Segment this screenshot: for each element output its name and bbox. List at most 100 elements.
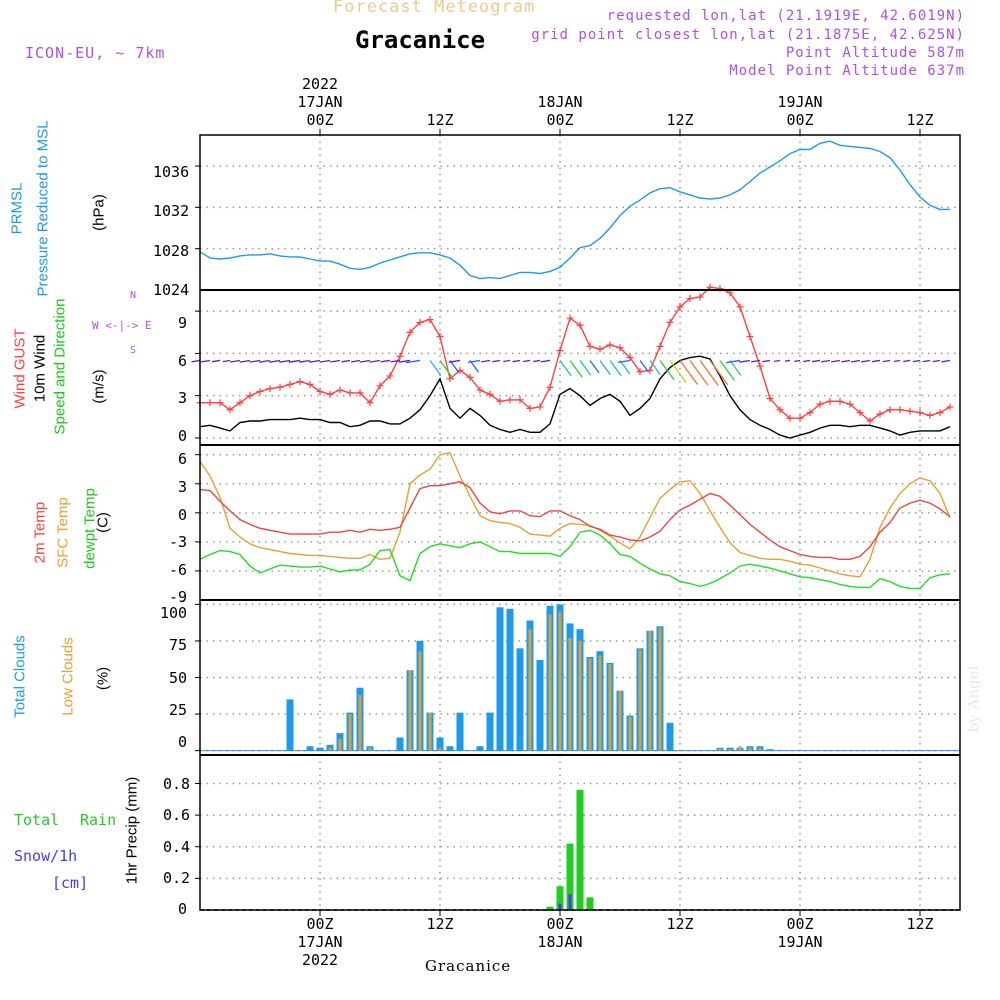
- precip-tick: 0.2: [163, 869, 191, 887]
- top-time-label: 18JAN: [537, 93, 582, 111]
- total-cloud-bar: [476, 746, 484, 751]
- wind-arrow: [569, 360, 583, 378]
- gust-marker: [936, 409, 944, 417]
- gust-marker: [546, 383, 554, 391]
- wind-arrow: [803, 359, 811, 363]
- gust-marker: [656, 342, 664, 350]
- pressure-line: [199, 140, 950, 280]
- cloud-tick: 100: [160, 604, 188, 622]
- wind-arrow: [390, 359, 401, 363]
- wind-arrow: [941, 359, 951, 363]
- gust-marker: [296, 378, 304, 386]
- low-cloud-bar: [548, 614, 552, 751]
- gust-marker: [256, 387, 264, 395]
- wind-tick: 3: [178, 389, 188, 407]
- wind-arrow: [689, 360, 709, 386]
- label-total: Total: [14, 811, 60, 829]
- low-cloud-bar: [428, 712, 432, 751]
- total-cloud-bar: [486, 712, 494, 751]
- low-cloud-bar: [648, 630, 652, 751]
- temp-tick: 0: [178, 506, 188, 524]
- wind-arrow: [533, 359, 541, 363]
- gust-marker: [466, 373, 474, 381]
- wind-arrow: [750, 359, 761, 363]
- faded-title: Forecast Meteogram: [333, 0, 536, 17]
- gust-marker: [906, 407, 914, 415]
- wind-arrow: [699, 360, 719, 386]
- wind-arrow: [259, 359, 271, 363]
- temp-tick: -9: [169, 588, 188, 606]
- low-cloud-bar: [528, 629, 532, 751]
- gust-marker: [436, 333, 444, 340]
- total-cloud-bar: [306, 746, 314, 751]
- wind-arrow: [639, 360, 650, 373]
- low-cloud-bar: [438, 747, 442, 751]
- wind-arrow: [659, 360, 675, 381]
- gust-marker: [216, 399, 224, 407]
- total-cloud-bar: [446, 746, 454, 751]
- gust-marker: [806, 409, 814, 417]
- wind-tick: 9: [178, 314, 188, 332]
- top-time-label: 00Z: [306, 111, 333, 129]
- pressure-tick: 1024: [153, 281, 190, 299]
- top-time-label: 17JAN: [297, 93, 342, 111]
- bottom-time-label: 17JAN: [297, 933, 342, 951]
- gust-marker: [766, 395, 774, 402]
- gust-marker: [406, 328, 414, 336]
- wind-arrow: [309, 359, 321, 363]
- point-altitude: Point Altitude 587m: [785, 45, 965, 61]
- pressure-tick: 1032: [153, 202, 190, 220]
- temp-tick: 3: [178, 478, 188, 496]
- low-cloud-bar: [558, 611, 562, 751]
- wind-arrow: [380, 359, 391, 363]
- total-cloud-bar: [496, 607, 504, 751]
- gust-marker: [746, 333, 754, 340]
- gust-line: [200, 286, 951, 422]
- model-altitude: Model Point Altitude 637m: [729, 63, 965, 79]
- low-cloud-bar: [568, 638, 572, 751]
- top-time-label: 12Z: [666, 111, 693, 129]
- gust-marker: [716, 285, 724, 293]
- wind-arrow: [903, 359, 911, 363]
- temp-tick: -3: [169, 533, 188, 551]
- gust-marker: [896, 406, 904, 414]
- top-time-label: 12Z: [906, 111, 933, 129]
- closest-coords: grid point closest lon,lat (21.1875E, 42…: [531, 27, 965, 43]
- wind-arrow: [922, 359, 931, 363]
- total-cloud-bar: [286, 699, 294, 751]
- wind-arrow: [726, 359, 741, 364]
- low-cloud-bar: [638, 649, 642, 751]
- temp-line: [199, 481, 951, 560]
- wind-arrow: [679, 360, 699, 385]
- precip-tick: 0.4: [163, 838, 191, 856]
- low-cloud-bar: [408, 670, 412, 751]
- station-title: Gracanice: [355, 26, 486, 54]
- low-cloud-bar: [328, 747, 332, 751]
- plot-frame: [199, 134, 961, 911]
- gust-marker: [946, 403, 954, 411]
- gust-marker: [876, 410, 884, 418]
- wind-arrow: [830, 359, 841, 363]
- wind-arrow: [222, 359, 231, 363]
- gust-marker: [336, 386, 344, 394]
- wind-arrow: [448, 359, 461, 363]
- gust-marker: [626, 354, 634, 362]
- gust-marker: [526, 404, 534, 412]
- wind-arrow: [540, 359, 551, 363]
- compass-n: N: [130, 290, 137, 301]
- bottom-time-label: 19JAN: [777, 933, 822, 951]
- gust-marker: [676, 303, 684, 311]
- wind-arrow: [230, 359, 241, 363]
- wind-arrow: [406, 359, 421, 364]
- temp-tick: 6: [178, 450, 188, 468]
- top-time-label: 00Z: [786, 111, 813, 129]
- gust-marker: [566, 314, 574, 322]
- gust-marker: [796, 414, 804, 422]
- rain-bar: [576, 789, 584, 910]
- low-cloud-bar: [338, 738, 342, 751]
- low-cloud-bar: [628, 717, 632, 751]
- gust-marker: [476, 386, 484, 394]
- bottom-time-label: 12Z: [426, 915, 453, 933]
- wind-speed-line: [199, 355, 951, 439]
